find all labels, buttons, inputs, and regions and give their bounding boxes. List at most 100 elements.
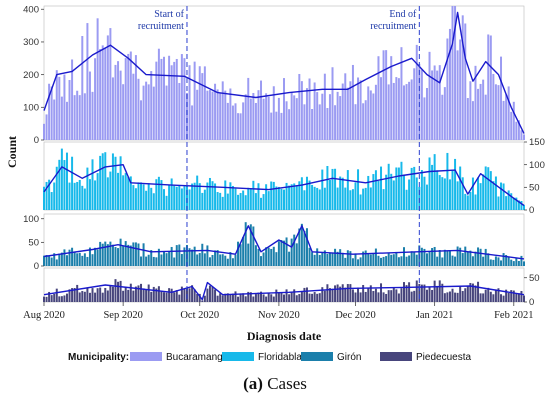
bar-gir-n [99,241,102,266]
bar-gir-n [219,254,222,266]
bar-gir-n [474,251,477,266]
bar-bucaramanga [397,78,400,140]
bar-floridablanca [318,189,321,210]
bar-gir-n [408,255,411,266]
bar-piedecuesta [221,295,224,302]
bar-gir-n [91,254,94,266]
bar-gir-n [277,241,280,266]
bar-gir-n [145,256,148,266]
bar-floridablanca [400,161,403,210]
bar-floridablanca [321,169,324,210]
bar-piedecuesta [400,288,403,302]
bar-piedecuesta [188,288,191,302]
bar-floridablanca [178,185,181,210]
bar-piedecuesta [247,291,250,302]
y-tick-label: 50 [529,273,540,284]
bar-bucaramanga [443,87,446,140]
bar-floridablanca [165,195,168,210]
bar-gir-n [163,251,165,266]
bar-bucaramanga [405,84,408,140]
bar-bucaramanga [438,65,441,140]
bar-piedecuesta [201,300,204,302]
bar-gir-n [290,238,293,266]
bar-gir-n [502,253,505,266]
bar-piedecuesta [244,296,247,302]
bar-gir-n [300,223,303,266]
bar-piedecuesta [214,289,217,302]
bar-floridablanca [456,181,459,210]
bar-piedecuesta [270,294,273,302]
bar-floridablanca [367,175,370,210]
bar-floridablanca [224,180,227,210]
bar-piedecuesta [96,288,99,302]
bar-piedecuesta [328,288,331,302]
bar-bucaramanga [288,109,291,140]
bar-gir-n [349,251,352,266]
bar-gir-n [459,247,462,266]
bar-bucaramanga [201,73,204,140]
bar-gir-n [482,256,485,266]
bar-floridablanca [104,152,107,210]
bar-piedecuesta [78,292,81,302]
bar-bucaramanga [336,91,339,140]
bar-gir-n [188,248,191,266]
bar-floridablanca [471,177,474,210]
bar-piedecuesta [346,284,349,302]
bar-gir-n [150,250,153,266]
bar-piedecuesta [295,295,298,302]
bar-piedecuesta [293,289,296,302]
bar-floridablanca [487,167,490,210]
bar-floridablanca [211,181,214,210]
bar-gir-n [237,241,240,266]
bar-gir-n [364,250,367,266]
bar-piedecuesta [163,292,165,302]
bar-bucaramanga [387,84,390,140]
bar-piedecuesta [45,296,48,302]
bar-bucaramanga [78,95,81,140]
bar-piedecuesta [226,293,229,302]
bar-floridablanca [134,188,137,210]
bar-bucaramanga [367,86,370,140]
bar-floridablanca [300,177,303,210]
bar-gir-n [137,243,140,266]
bar-gir-n [160,254,163,266]
bar-gir-n [303,230,306,266]
bar-floridablanca [86,167,89,210]
bar-bucaramanga [505,94,508,140]
bar-floridablanca [132,185,135,210]
bar-floridablanca [226,193,229,210]
bar-bucaramanga [193,61,196,141]
bar-floridablanca [331,168,334,210]
bar-gir-n [234,254,237,266]
bar-piedecuesta [134,286,137,302]
bar-gir-n [397,257,400,266]
bar-piedecuesta [65,293,68,302]
bar-bucaramanga [150,71,153,140]
bar-floridablanca [326,166,329,210]
y-tick-label: 50 [28,238,39,249]
bar-piedecuesta [180,286,183,302]
bar-bucaramanga [122,84,125,140]
bar-bucaramanga [76,90,79,140]
bar-piedecuesta [122,290,125,302]
bar-floridablanca [448,179,451,210]
bar-floridablanca [316,187,319,210]
bar-piedecuesta [275,289,278,302]
bar-floridablanca [283,189,285,210]
bar-piedecuesta [165,292,168,302]
bar-bucaramanga [206,90,209,140]
bar-gir-n [451,255,454,266]
bar-floridablanca [323,187,326,210]
bar-piedecuesta [420,284,423,302]
bar-piedecuesta [344,287,347,302]
bar-gir-n [308,247,311,266]
bar-piedecuesta [477,281,480,302]
bar-bucaramanga [482,79,485,140]
bar-gir-n [334,248,337,266]
bar-piedecuesta [436,285,439,302]
bar-piedecuesta [339,286,342,302]
bar-floridablanca [392,180,395,210]
bar-bucaramanga [459,39,462,141]
bar-floridablanca [117,172,120,210]
bar-gir-n [43,255,45,266]
